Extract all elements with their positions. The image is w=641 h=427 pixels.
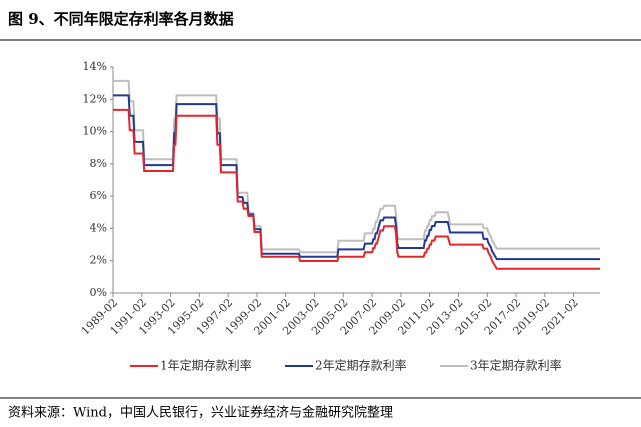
y-tick-label: 2% <box>90 254 107 267</box>
series-line <box>113 94 600 261</box>
legend-label: 1年定期存款利率 <box>160 358 252 373</box>
chart-title: 图 9、不同年限定存利率各月数据 <box>8 10 234 28</box>
legend-label: 3年定期存款利率 <box>470 358 562 373</box>
y-tick-label: 14% <box>83 60 107 73</box>
y-tick-label: 4% <box>90 221 107 234</box>
y-tick-label: 8% <box>90 157 107 170</box>
series-line <box>113 79 600 254</box>
y-tick-label: 6% <box>90 189 107 202</box>
y-tick-label: 12% <box>83 92 107 105</box>
series-line <box>113 108 600 270</box>
source-note: 资料来源：Wind，中国人民银行，兴业证券经济与金融研究院整理 <box>8 405 393 421</box>
y-tick-label: 10% <box>83 125 107 138</box>
y-tick-label: 0% <box>90 286 107 299</box>
legend-label: 2年定期存款利率 <box>315 358 407 373</box>
